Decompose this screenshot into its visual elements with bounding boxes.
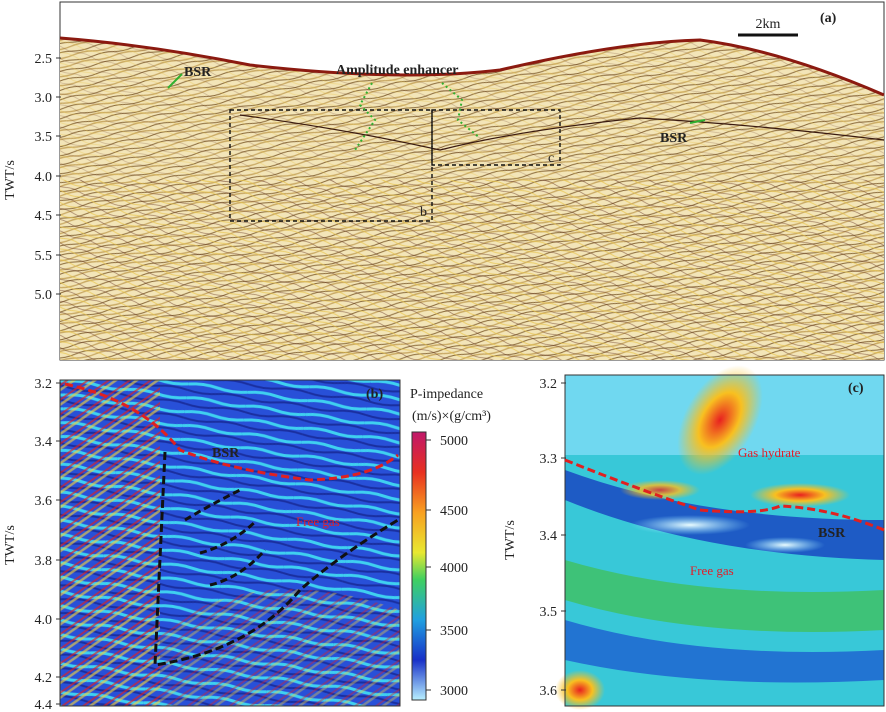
y-tick-label: 3.5 (540, 605, 558, 620)
y-tick-label: 3.6 (35, 494, 53, 509)
y-tick-label: 3.5 (35, 130, 53, 145)
annotation: BSR (818, 526, 846, 541)
colorbar-tick-label: 4500 (440, 504, 468, 519)
panel-label: (c) (848, 381, 864, 396)
annotation: Gas hydrate (738, 445, 801, 460)
y-axis-label: TWT/s (3, 525, 18, 565)
y-tick-label: 3.6 (540, 684, 558, 699)
box-label: b (420, 205, 427, 220)
y-tick-label: 3.4 (35, 435, 53, 450)
colorbar-tick-label: 4000 (440, 561, 468, 576)
colorbar-tick-label: 3000 (440, 684, 468, 699)
panel-label: (a) (820, 11, 837, 26)
y-tick-label: 4.4 (35, 698, 53, 712)
colorbar-title: P-impedance (410, 387, 483, 402)
y-tick-label: 5.0 (35, 288, 53, 303)
annotation: BSR (212, 446, 240, 461)
annotation: Free gas (690, 563, 734, 578)
colorbar-tick-label: 5000 (440, 434, 468, 449)
panel-a: (a) 2km BSR Amplitude enhancer BSR b c T… (3, 1, 885, 361)
annotation: BSR (660, 131, 688, 146)
scale-bar-label: 2km (756, 17, 781, 32)
panel-b: (b) BSR Free gas TWT/s 3.2 3.4 3.6 3.8 4.0 4.… (3, 377, 401, 712)
y-tick-label: 3.0 (35, 91, 53, 106)
annotation: BSR (184, 65, 212, 80)
y-axis-label: TWT/s (3, 160, 18, 200)
colorbar-units: (m/s)×(g/cm³) (412, 409, 491, 424)
colorbar: P-impedance (m/s)×(g/cm³) 5000 4500 4000 35… (410, 387, 491, 701)
y-tick-label: 3.2 (540, 377, 558, 392)
colorbar-tick-label: 3500 (440, 624, 468, 639)
panel-label: (b) (366, 387, 383, 402)
y-tick-label: 2.5 (35, 52, 53, 67)
y-tick-label: 3.2 (35, 377, 53, 392)
y-tick-label: 3.4 (540, 529, 558, 544)
y-tick-label: 4.5 (35, 209, 53, 224)
y-tick-label: 5.5 (35, 249, 53, 264)
y-tick-label: 4.0 (35, 170, 53, 185)
annotation: Free gas (296, 514, 340, 529)
y-tick-label: 4.2 (35, 671, 53, 686)
y-tick-label: 3.8 (35, 554, 53, 569)
y-tick-label: 3.3 (540, 452, 558, 467)
annotation: Amplitude enhancer (336, 63, 459, 78)
panel-c: (c) Gas hydrate BSR Free gas TWT/s 3.2 3.… (503, 365, 885, 710)
box-label: c (548, 151, 554, 166)
y-axis-label: TWT/s (503, 520, 518, 560)
y-tick-label: 4.0 (35, 613, 53, 628)
